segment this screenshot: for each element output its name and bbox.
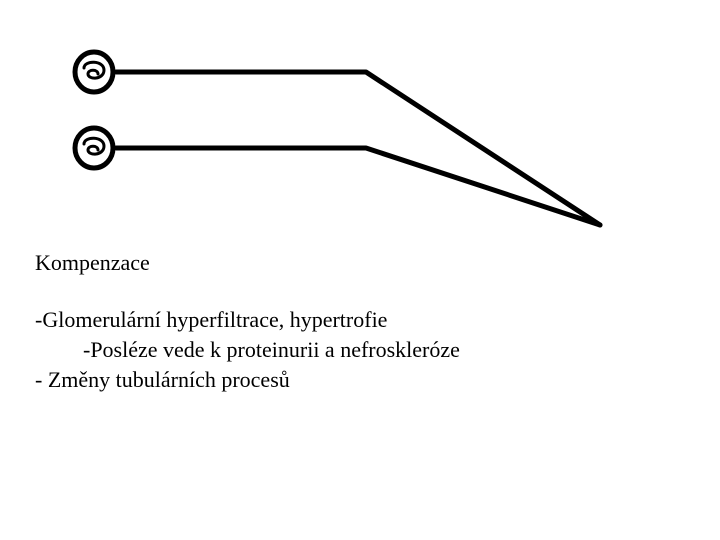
diagram-area	[0, 0, 720, 260]
text-line-3: - Změny tubulárních procesů	[35, 365, 685, 395]
diagram-svg	[0, 0, 720, 260]
heading: Kompenzace	[35, 248, 685, 278]
text-block: Kompenzace -Glomerulární hyperfiltrace, …	[35, 248, 685, 396]
spacer	[35, 278, 685, 304]
text-line-1: -Glomerulární hyperfiltrace, hypertrofie	[35, 305, 685, 335]
glomerulus-icon	[75, 52, 113, 92]
diagram-line-2	[116, 148, 600, 225]
text-line-2: -Posléze vede k proteinurii a nefroskler…	[35, 335, 685, 365]
glomerulus-icon	[75, 128, 113, 168]
